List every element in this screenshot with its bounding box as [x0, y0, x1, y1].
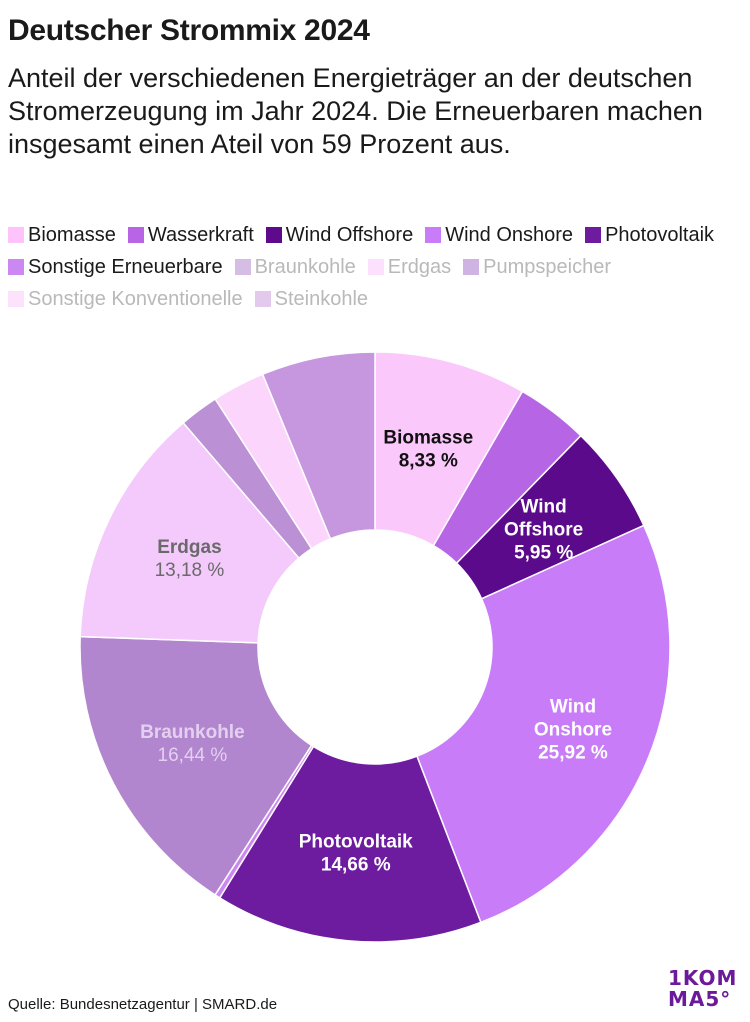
- slice-label: Photovoltaik 14,66 %: [299, 832, 413, 876]
- legend-swatch: [127, 227, 144, 243]
- legend-item[interactable]: Biomasse: [8, 219, 116, 251]
- legend: Biomasse Wasserkraft Wind Offshore Wind Ons…: [8, 219, 744, 315]
- legend-swatch: [254, 291, 271, 307]
- legend-swatch: [8, 291, 24, 307]
- slice-name-label: Offshore: [504, 520, 583, 541]
- slice-value-label: 16,44 %: [158, 745, 228, 766]
- slice-braunkohle[interactable]: [79, 635, 313, 896]
- slice-name-label: Photovoltaik: [299, 832, 413, 853]
- slice-label: Erdgas 13,18 %: [155, 537, 225, 581]
- legend-swatch: [8, 227, 24, 243]
- chart-subtitle: Anteil der verschiedenen Energieträger a…: [8, 63, 703, 159]
- legend-label: Sonstige Erneuerbare: [28, 255, 223, 278]
- legend-label: Wind Onshore: [445, 223, 574, 246]
- legend-item[interactable]: Wind Offshore: [265, 219, 414, 251]
- legend-item[interactable]: Steinkohle: [254, 283, 369, 315]
- legend-swatch: [234, 259, 251, 275]
- slice-label: Braunkohle 16,44 %: [140, 722, 245, 766]
- legend-item[interactable]: Wasserkraft: [127, 219, 254, 251]
- legend-item[interactable]: Sonstige Konventionelle: [8, 283, 243, 315]
- slice-value-label: 25,92 %: [538, 742, 608, 763]
- brand-logo: 1KOM MA5°: [668, 968, 740, 1010]
- slice-label: Wind Offshore 5,95 %: [504, 497, 583, 564]
- donut-chart: Biomasse 8,33 %Wind Offshore 5,95 %Wind Onsh…: [79, 351, 671, 943]
- legend-swatch: [585, 227, 602, 243]
- legend-label: Biomasse: [28, 223, 116, 246]
- legend-swatch: [265, 227, 282, 243]
- legend-item[interactable]: Wind Onshore: [425, 219, 573, 251]
- legend-swatch: [8, 259, 24, 275]
- slice-label: Wind Onshore 25,92 %: [534, 696, 612, 763]
- legend-label: Pumpspeicher: [483, 255, 611, 278]
- legend-label: Wind Offshore: [285, 223, 414, 246]
- slice-photovoltaik[interactable]: [218, 745, 482, 943]
- slice-name-label: Braunkohle: [140, 722, 245, 743]
- legend-item[interactable]: Pumpspeicher: [463, 251, 611, 283]
- slice-name-label: Wind: [550, 696, 596, 717]
- legend-item[interactable]: Braunkohle: [234, 251, 356, 283]
- logo-line-2: MA5°: [668, 987, 732, 1011]
- legend-label: Photovoltaik: [605, 223, 715, 246]
- legend-label: Erdgas: [387, 255, 452, 278]
- slice-name-label: Biomasse: [383, 428, 473, 449]
- slice-value-label: 14,66 %: [321, 855, 391, 876]
- legend-label: Sonstige Konventionelle: [28, 287, 243, 310]
- slice-name-label: Wind: [521, 497, 567, 518]
- legend-swatch: [367, 259, 384, 275]
- slice-label: Biomasse 8,33 %: [383, 428, 473, 472]
- logo-line-1: 1KOM: [668, 966, 738, 990]
- legend-item[interactable]: Photovoltaik: [585, 219, 714, 251]
- chart-title: Deutscher Strommix 2024: [8, 14, 370, 47]
- legend-item[interactable]: Sonstige Erneuerbare: [8, 251, 223, 283]
- slice-steinkohle[interactable]: [261, 351, 376, 540]
- slice-name-label: Onshore: [534, 719, 612, 740]
- legend-swatch: [463, 259, 480, 275]
- legend-label: Steinkohle: [274, 287, 369, 310]
- slice-value-label: 5,95 %: [514, 543, 573, 564]
- source-footer: Quelle: Bundesnetzagentur | SMARD.de: [8, 996, 278, 1013]
- slice-value-label: 8,33 %: [399, 451, 458, 472]
- slice-value-label: 13,18 %: [155, 560, 225, 581]
- slice-name-label: Erdgas: [157, 537, 221, 558]
- legend-item[interactable]: Erdgas: [367, 251, 452, 283]
- slice-wind-onshore[interactable]: [416, 524, 671, 924]
- slice-erdgas[interactable]: [79, 421, 301, 644]
- legend-swatch: [425, 227, 442, 243]
- legend-label: Braunkohle: [254, 255, 356, 278]
- legend-label: Wasserkraft: [147, 223, 254, 246]
